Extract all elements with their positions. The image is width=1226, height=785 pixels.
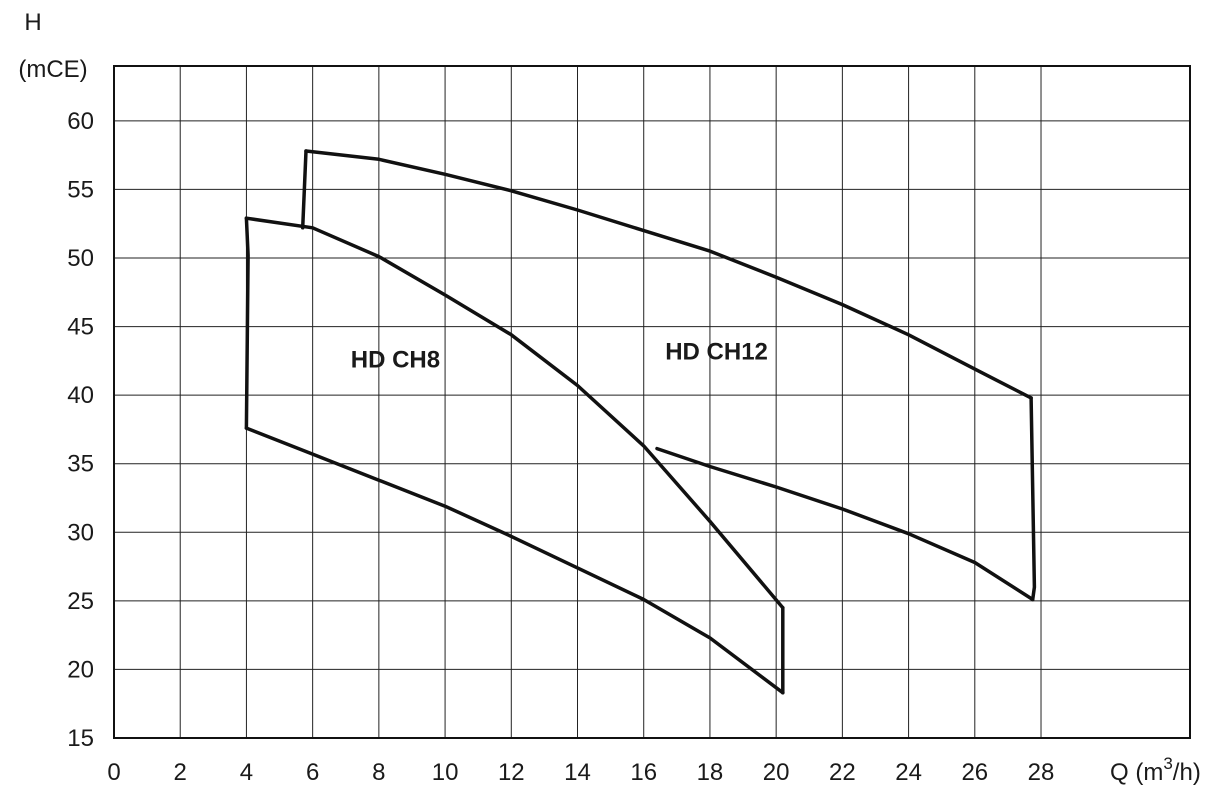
x-tick-label: 2: [174, 759, 187, 785]
hd-ch8-upper-curve: [244, 216, 785, 610]
y-tick-label: 45: [67, 314, 94, 341]
y-tick-label: 40: [67, 382, 94, 409]
x-tick-label: 18: [697, 759, 724, 785]
x-tick-label: 10: [432, 759, 459, 785]
y-axis-label-line1: H: [24, 9, 41, 36]
hd-ch12-right-edge: [1029, 396, 1037, 602]
x-tick-labels: 0 2 4 6 8 10 12 14 16 18 20 22 24 26 28: [107, 759, 1054, 785]
x-tick-label: 22: [829, 759, 856, 785]
plot-area: [113, 65, 1191, 739]
series-hd-ch8: HD CH8: [244, 216, 785, 695]
grid: [114, 66, 1190, 738]
x-tick-label: 28: [1028, 759, 1055, 785]
series-label-hd-ch8: HD CH8: [351, 347, 440, 374]
hd-ch12-left-edge: [300, 149, 308, 230]
y-tick-label: 15: [67, 725, 94, 752]
series-hd-ch12: HD CH12: [300, 149, 1037, 602]
y-axis-label-line2: (mCE): [18, 56, 87, 83]
x-tick-label: 14: [564, 759, 591, 785]
x-tick-label: 0: [107, 759, 120, 785]
x-tick-label: 6: [306, 759, 319, 785]
x-tick-label: 12: [498, 759, 525, 785]
hd-ch12-upper-curve: [304, 149, 1033, 400]
x-axis-label-superscript: 3: [1163, 754, 1172, 773]
y-tick-labels: 15 20 25 30 35 40 45 50 55 60: [67, 108, 94, 752]
y-tick-label: 30: [67, 519, 94, 546]
series-group: HD CH8 HD CH12: [244, 149, 1037, 695]
x-tick-label: 16: [630, 759, 657, 785]
hd-ch8-left-edge: [244, 216, 250, 430]
y-tick-label: 55: [67, 176, 94, 203]
x-tick-label: 8: [372, 759, 385, 785]
x-tick-label: 26: [961, 759, 988, 785]
x-tick-label: 24: [895, 759, 922, 785]
series-label-hd-ch12: HD CH12: [665, 338, 768, 365]
x-axis-label: Q (m3/h): [1110, 754, 1201, 785]
y-tick-label: 25: [67, 588, 94, 615]
x-axis-label-suffix: /h): [1173, 759, 1201, 785]
y-tick-label: 50: [67, 245, 94, 272]
x-tick-label: 4: [240, 759, 253, 785]
x-tick-label: 20: [763, 759, 790, 785]
y-tick-label: 35: [67, 451, 94, 478]
y-tick-label: 20: [67, 656, 94, 683]
x-axis-label-prefix: Q (m: [1110, 759, 1163, 785]
y-tick-label: 60: [67, 108, 94, 135]
hd-ch12-lower-curve: [655, 446, 1035, 602]
hd-ch8-lower-curve: [244, 426, 785, 695]
